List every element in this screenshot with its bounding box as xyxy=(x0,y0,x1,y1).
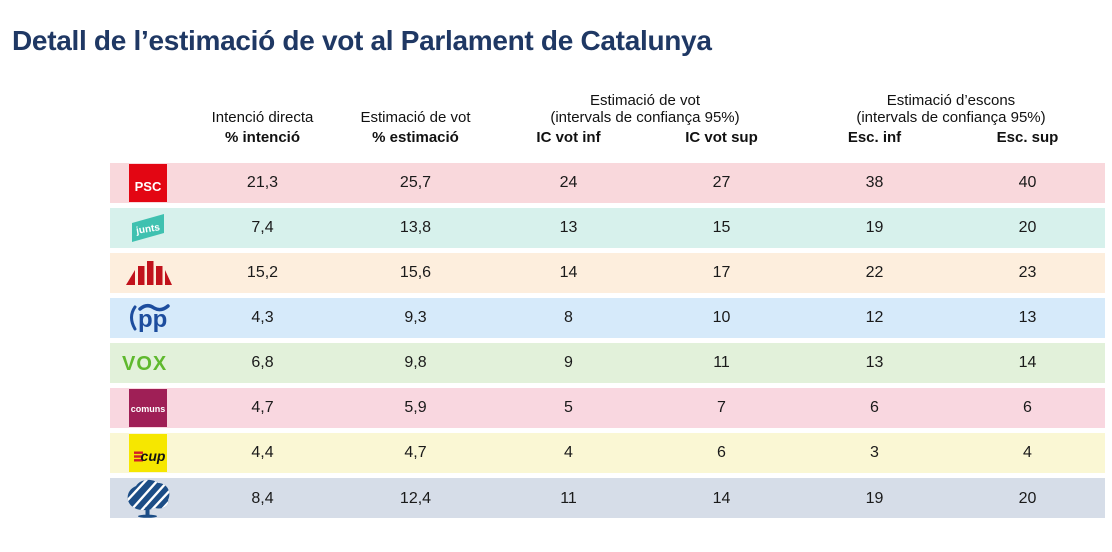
table-row-junts: junts 7,4 13,8 13 15 19 20 xyxy=(110,208,1105,248)
cell-esc-inf: 12 xyxy=(865,309,884,326)
cell-estimacio: 13,8 xyxy=(399,219,432,236)
cell-intencio: 4,7 xyxy=(251,399,274,416)
comuns-logo-icon: comuns xyxy=(110,388,186,428)
cell-estimacio: 5,9 xyxy=(404,399,427,416)
cell-intencio: 4,4 xyxy=(251,444,274,461)
cell-ic-vot-sup: 14 xyxy=(712,490,731,507)
alianca-catalana-logo-icon xyxy=(110,478,186,520)
cell-esc-sup: 20 xyxy=(1018,490,1037,507)
cell-esc-sup: 23 xyxy=(1018,264,1037,281)
cell-ic-vot-inf: 24 xyxy=(559,174,578,191)
cell-intencio: 7,4 xyxy=(251,219,274,236)
header-ic-vot: Estimació de vot (intervals de confiança… xyxy=(492,92,798,146)
svg-text:PSC: PSC xyxy=(135,179,162,194)
cell-esc-inf: 22 xyxy=(865,264,884,281)
cell-esc-sup: 13 xyxy=(1018,309,1037,326)
cell-intencio: 15,2 xyxy=(246,264,279,281)
cell-esc-sup: 14 xyxy=(1018,354,1037,371)
cell-esc-inf: 19 xyxy=(865,490,884,507)
header-col-pct-intencio: % intenció xyxy=(224,129,300,146)
svg-text:VOX: VOX xyxy=(122,353,167,375)
cell-estimacio: 15,6 xyxy=(399,264,432,281)
cell-esc-inf: 38 xyxy=(865,174,884,191)
cell-intencio: 4,3 xyxy=(251,309,274,326)
header-col-pct-estimacio: % estimació xyxy=(372,129,459,146)
table-row-erc: 15,2 15,6 14 17 22 23 xyxy=(110,253,1105,293)
cell-esc-inf: 19 xyxy=(865,219,884,236)
header-col-esc-sup: Esc. sup xyxy=(996,129,1059,146)
header-group-label: Estimació de vot xyxy=(589,92,701,109)
cell-ic-vot-sup: 17 xyxy=(712,264,731,281)
header-estimacio-vot: Estimació de vot % estimació xyxy=(339,109,492,146)
cell-ic-vot-inf: 14 xyxy=(559,264,578,281)
cell-intencio: 21,3 xyxy=(246,174,279,191)
header-group-sublabel: (intervals de confiança 95%) xyxy=(550,109,740,126)
estimation-table: Intenció directa % intenció Estimació de… xyxy=(110,92,1105,523)
cell-estimacio: 9,8 xyxy=(404,354,427,371)
pp-logo-icon: pp xyxy=(110,298,186,338)
cell-esc-sup: 40 xyxy=(1018,174,1037,191)
header-col-ic-vot-inf: IC vot inf xyxy=(536,129,601,146)
cell-ic-vot-inf: 5 xyxy=(564,399,573,416)
cell-ic-vot-inf: 9 xyxy=(564,354,573,371)
svg-text:junts: junts xyxy=(134,222,161,237)
header-col-esc-inf: Esc. inf xyxy=(847,129,902,146)
cup-logo-icon: cup xyxy=(110,433,186,473)
header-intencio-directa: Intenció directa % intenció xyxy=(186,109,339,146)
header-group-label: Intenció directa xyxy=(211,109,314,126)
table-row-alianca-catalana: 8,4 12,4 11 14 19 20 xyxy=(110,478,1105,518)
table-row-psc: PSC 21,3 25,7 24 27 38 40 xyxy=(110,163,1105,203)
cell-intencio: 8,4 xyxy=(251,490,274,507)
cell-ic-vot-sup: 11 xyxy=(713,354,730,371)
vox-logo-icon: VOX xyxy=(110,343,186,383)
cell-esc-inf: 13 xyxy=(865,354,884,371)
header-group-label: Estimació d’escons xyxy=(886,92,1016,109)
cell-esc-sup: 6 xyxy=(1023,399,1032,416)
page-title: Detall de l’estimació de vot al Parlamen… xyxy=(12,24,712,56)
header-col-ic-vot-sup: IC vot sup xyxy=(685,129,758,146)
table-row-comuns: comuns 4,7 5,9 5 7 6 6 xyxy=(110,388,1105,428)
cell-ic-vot-inf: 8 xyxy=(564,309,573,326)
cell-ic-vot-sup: 10 xyxy=(712,309,731,326)
svg-text:comuns: comuns xyxy=(131,404,166,414)
cell-estimacio: 4,7 xyxy=(404,444,427,461)
table-row-cup: cup 4,4 4,7 4 6 3 4 xyxy=(110,433,1105,473)
header-escons: Estimació d’escons (intervals de confian… xyxy=(798,92,1104,146)
cell-estimacio: 25,7 xyxy=(399,174,432,191)
cell-ic-vot-inf: 11 xyxy=(560,490,577,507)
cell-ic-vot-sup: 27 xyxy=(712,174,731,191)
erc-logo-icon xyxy=(110,253,186,293)
svg-text:cup: cup xyxy=(141,448,166,464)
cell-esc-sup: 20 xyxy=(1018,219,1037,236)
cell-ic-vot-inf: 13 xyxy=(559,219,578,236)
table-header: Intenció directa % intenció Estimació de… xyxy=(110,92,1105,146)
header-group-label: Estimació de vot xyxy=(360,109,471,126)
cell-estimacio: 12,4 xyxy=(399,490,432,507)
table-row-pp: pp 4,3 9,3 8 10 12 13 xyxy=(110,298,1105,338)
cell-ic-vot-sup: 6 xyxy=(717,444,726,461)
table-row-vox: VOX 6,8 9,8 9 11 13 14 xyxy=(110,343,1105,383)
psc-logo-icon: PSC xyxy=(110,163,186,203)
cell-esc-inf: 6 xyxy=(870,399,879,416)
cell-ic-vot-inf: 4 xyxy=(564,444,573,461)
cell-intencio: 6,8 xyxy=(251,354,274,371)
cell-estimacio: 9,3 xyxy=(404,309,427,326)
cell-ic-vot-sup: 15 xyxy=(712,219,731,236)
header-group-sublabel: (intervals de confiança 95%) xyxy=(856,109,1046,126)
junts-logo-icon: junts xyxy=(110,208,186,248)
cell-ic-vot-sup: 7 xyxy=(717,399,726,416)
cell-esc-sup: 4 xyxy=(1023,444,1032,461)
cell-esc-inf: 3 xyxy=(870,444,879,461)
